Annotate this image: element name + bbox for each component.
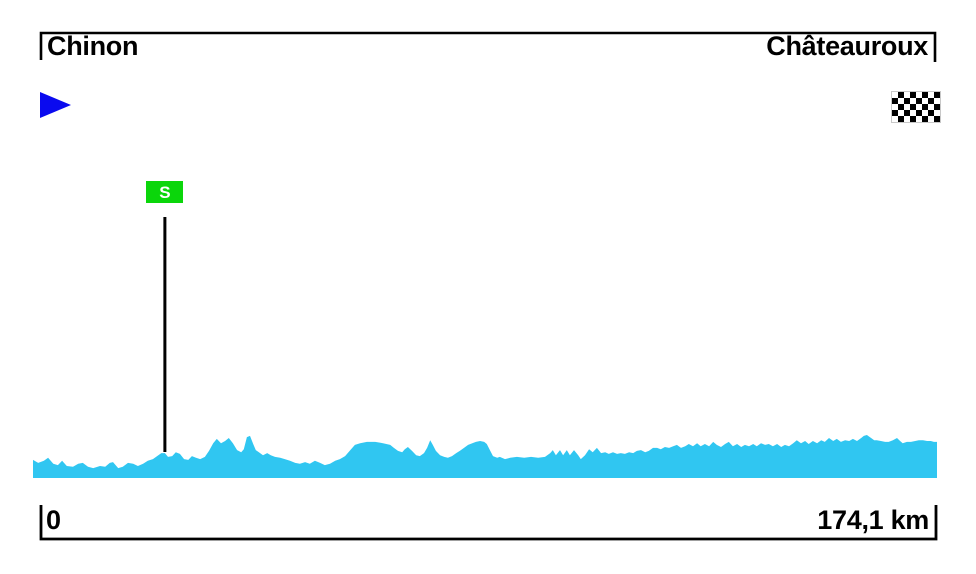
finish-city-label: Châteauroux [766,31,928,61]
elevation-area [33,435,937,478]
distance-total-label: 174,1 km [817,505,929,535]
sprint-badge: S [146,181,184,203]
start-flag-icon [40,92,71,118]
start-city-label: Chinon [47,31,139,61]
bottom-axis-line [39,505,938,541]
finish-flag-icon [891,91,941,123]
top-axis-line [39,31,937,62]
distance-start-label: 0 [46,505,61,535]
